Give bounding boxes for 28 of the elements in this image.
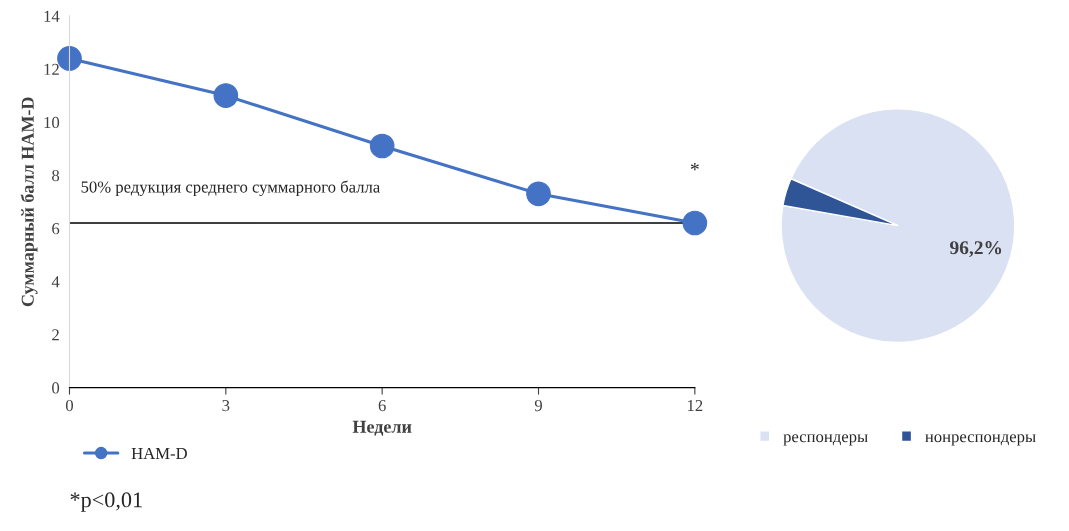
annotation: * — [690, 163, 699, 171]
x-tick-label: 9 — [534, 399, 542, 412]
data-label: 96,2% — [950, 241, 1002, 258]
x-axis-title: Недели — [352, 420, 412, 436]
x-tick-label: 0 — [65, 399, 74, 412]
x-tick-label: 12 — [687, 399, 703, 411]
point — [526, 181, 551, 207]
pie-slice — [780, 108, 1016, 344]
y-tick-label: 4 — [51, 276, 60, 288]
point — [369, 133, 395, 159]
legend-label: респондеры — [783, 434, 868, 446]
y-tick-label: 0 — [52, 382, 60, 394]
y-tick-label: 10 — [44, 116, 60, 129]
x-tick-label: 3 — [222, 399, 230, 412]
text: *p<0,01 — [70, 492, 142, 512]
y-tick-label: 12 — [44, 63, 59, 75]
point — [682, 210, 708, 236]
legend-label: нонреспондеры — [925, 434, 1036, 446]
y-axis-title: Суммарный балл HAM-D — [20, 97, 38, 307]
point — [213, 83, 239, 108]
y-tick-label: 14 — [44, 10, 60, 22]
y-tick-label: 6 — [52, 223, 60, 235]
legend-label: HAM-D — [131, 447, 187, 459]
x-tick-label: 6 — [378, 399, 386, 412]
y-tick-label: 2 — [52, 329, 59, 341]
y-tick-label: 8 — [52, 169, 60, 182]
ref-line-label: 50% редукция среднего суммарного балла — [81, 180, 380, 197]
point — [57, 46, 82, 71]
